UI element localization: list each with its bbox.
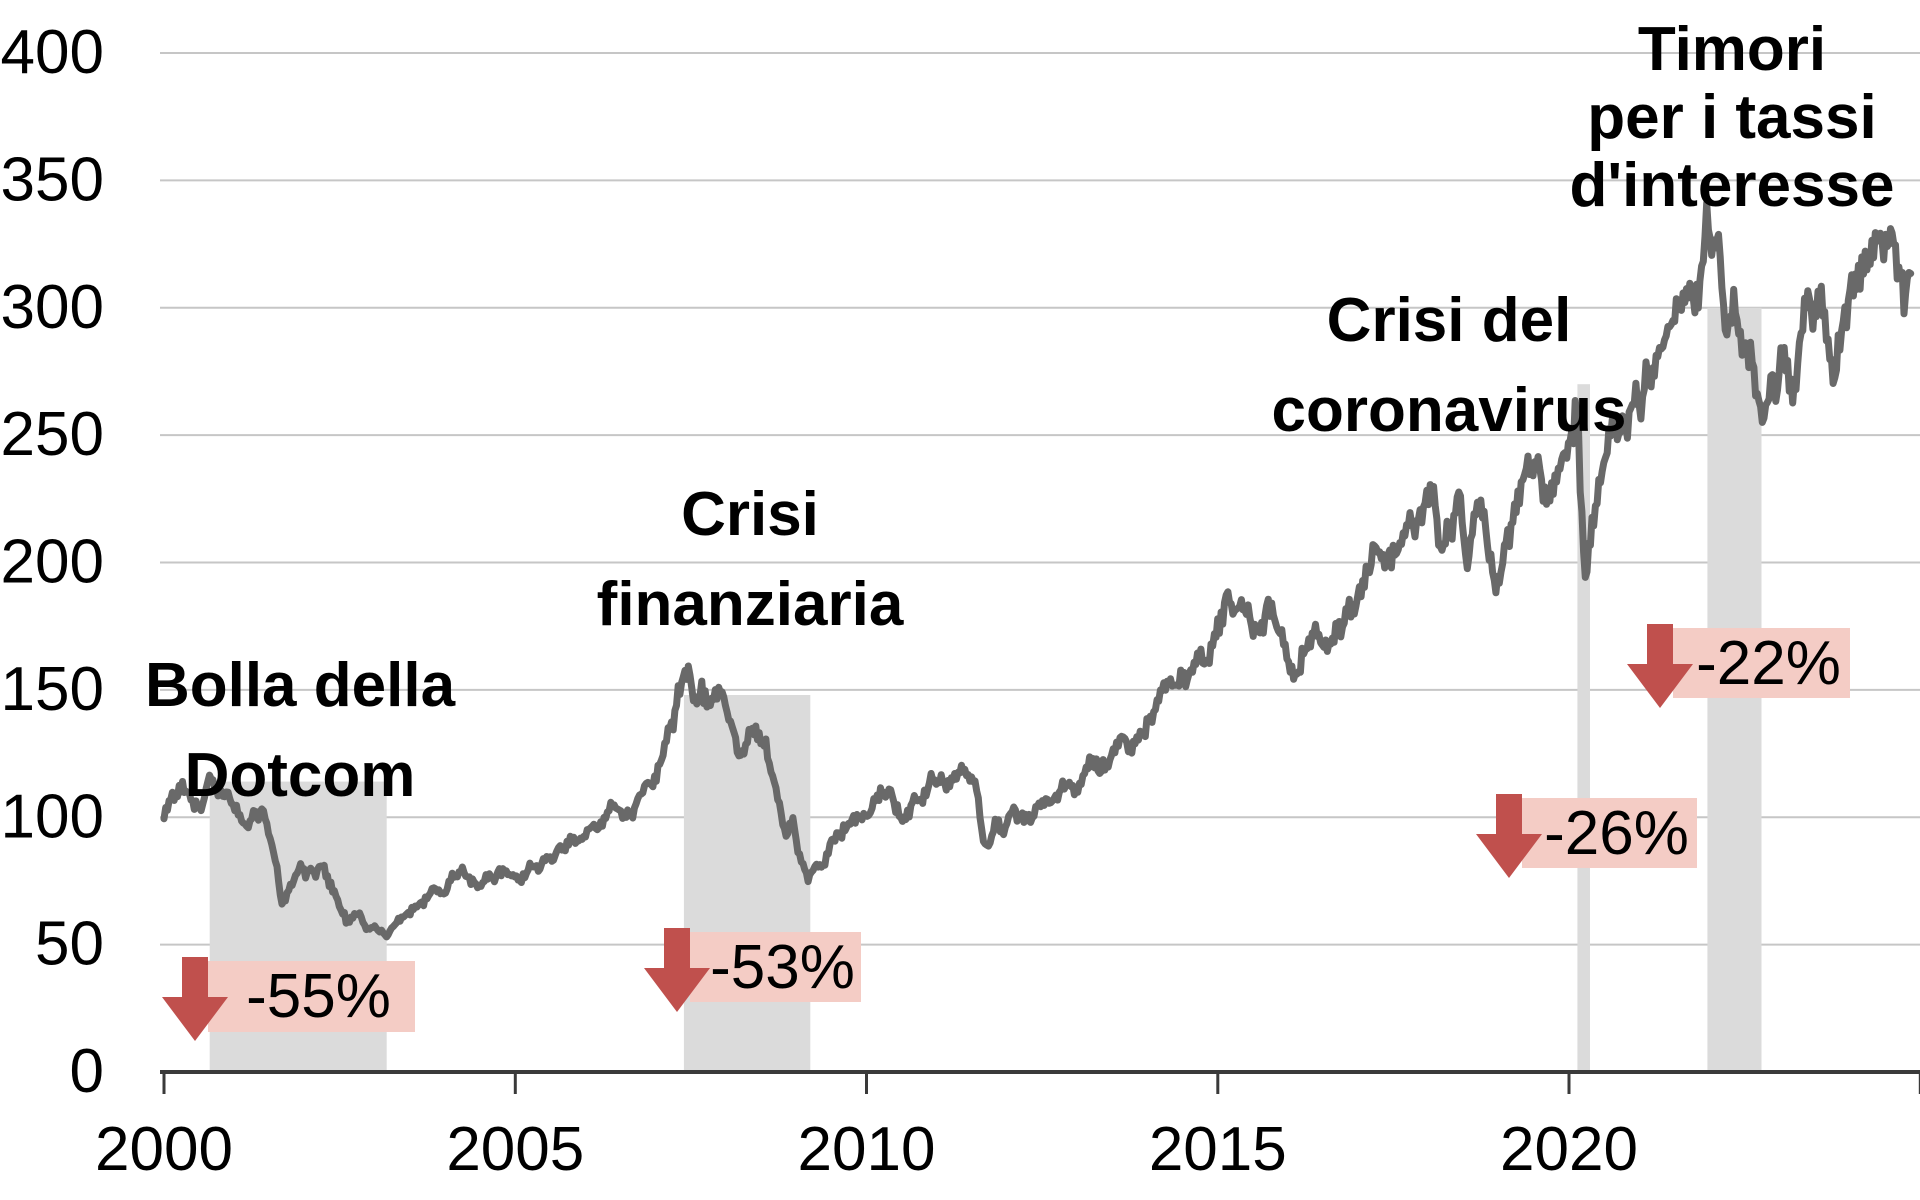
down-arrow-icon (644, 928, 710, 1012)
y-tick-label: 50 (35, 910, 104, 979)
annotation-line: Dotcom (184, 741, 416, 810)
x-tick-label: 2000 (95, 1115, 233, 1184)
y-tick-label: 150 (1, 655, 104, 724)
drawdown-value: -53% (710, 932, 855, 1002)
annotation-line: Timori (1637, 15, 1827, 84)
x-tick-label: 2010 (798, 1115, 936, 1184)
annotation-line: Crisi (681, 480, 819, 549)
annotation-dotcom: Bolla della Dotcom (145, 641, 455, 821)
x-tick-label: 2015 (1149, 1115, 1287, 1184)
y-tick-label: 300 (1, 273, 104, 342)
annotation-rates: Timori per i tassi d'interesse (1570, 16, 1895, 220)
x-tick-label: 2005 (446, 1115, 584, 1184)
down-arrow-icon (1627, 624, 1693, 708)
drawdown-band-financial (683, 695, 811, 1072)
index-line-series (160, 199, 1915, 941)
drawdown-value: -26% (1544, 798, 1689, 868)
y-tick-label: 100 (1, 782, 104, 851)
drawdown-value: -22% (1696, 628, 1841, 698)
y-tick-label: 200 (1, 528, 104, 597)
x-tick-label: 2020 (1500, 1115, 1638, 1184)
callout-financial: -53% (644, 928, 861, 1012)
annotation-line: Crisi del (1326, 286, 1572, 355)
y-tick-label: 0 (70, 1037, 104, 1106)
annotation-financial: Crisi finanziaria (597, 470, 904, 650)
callout-covid: -26% (1476, 794, 1697, 878)
callout-rates: -22% (1627, 624, 1850, 708)
annotation-line: coronavirus (1271, 376, 1627, 445)
drawdown-value: -55% (246, 962, 391, 1031)
annotation-line: d'interesse (1569, 151, 1895, 220)
y-tick-label: 400 (1, 18, 104, 87)
down-arrow-icon (1476, 794, 1542, 878)
annotation-line: finanziaria (596, 570, 904, 639)
annotation-line: Bolla della (144, 651, 456, 720)
down-arrow-icon (162, 957, 228, 1041)
callout-dotcom: -55% (162, 957, 415, 1041)
annotation-covid: Crisi del coronavirus (1272, 276, 1627, 456)
annotation-line: per i tassi (1587, 83, 1877, 152)
y-tick-label: 350 (1, 145, 104, 214)
y-tick-label: 250 (1, 400, 104, 469)
